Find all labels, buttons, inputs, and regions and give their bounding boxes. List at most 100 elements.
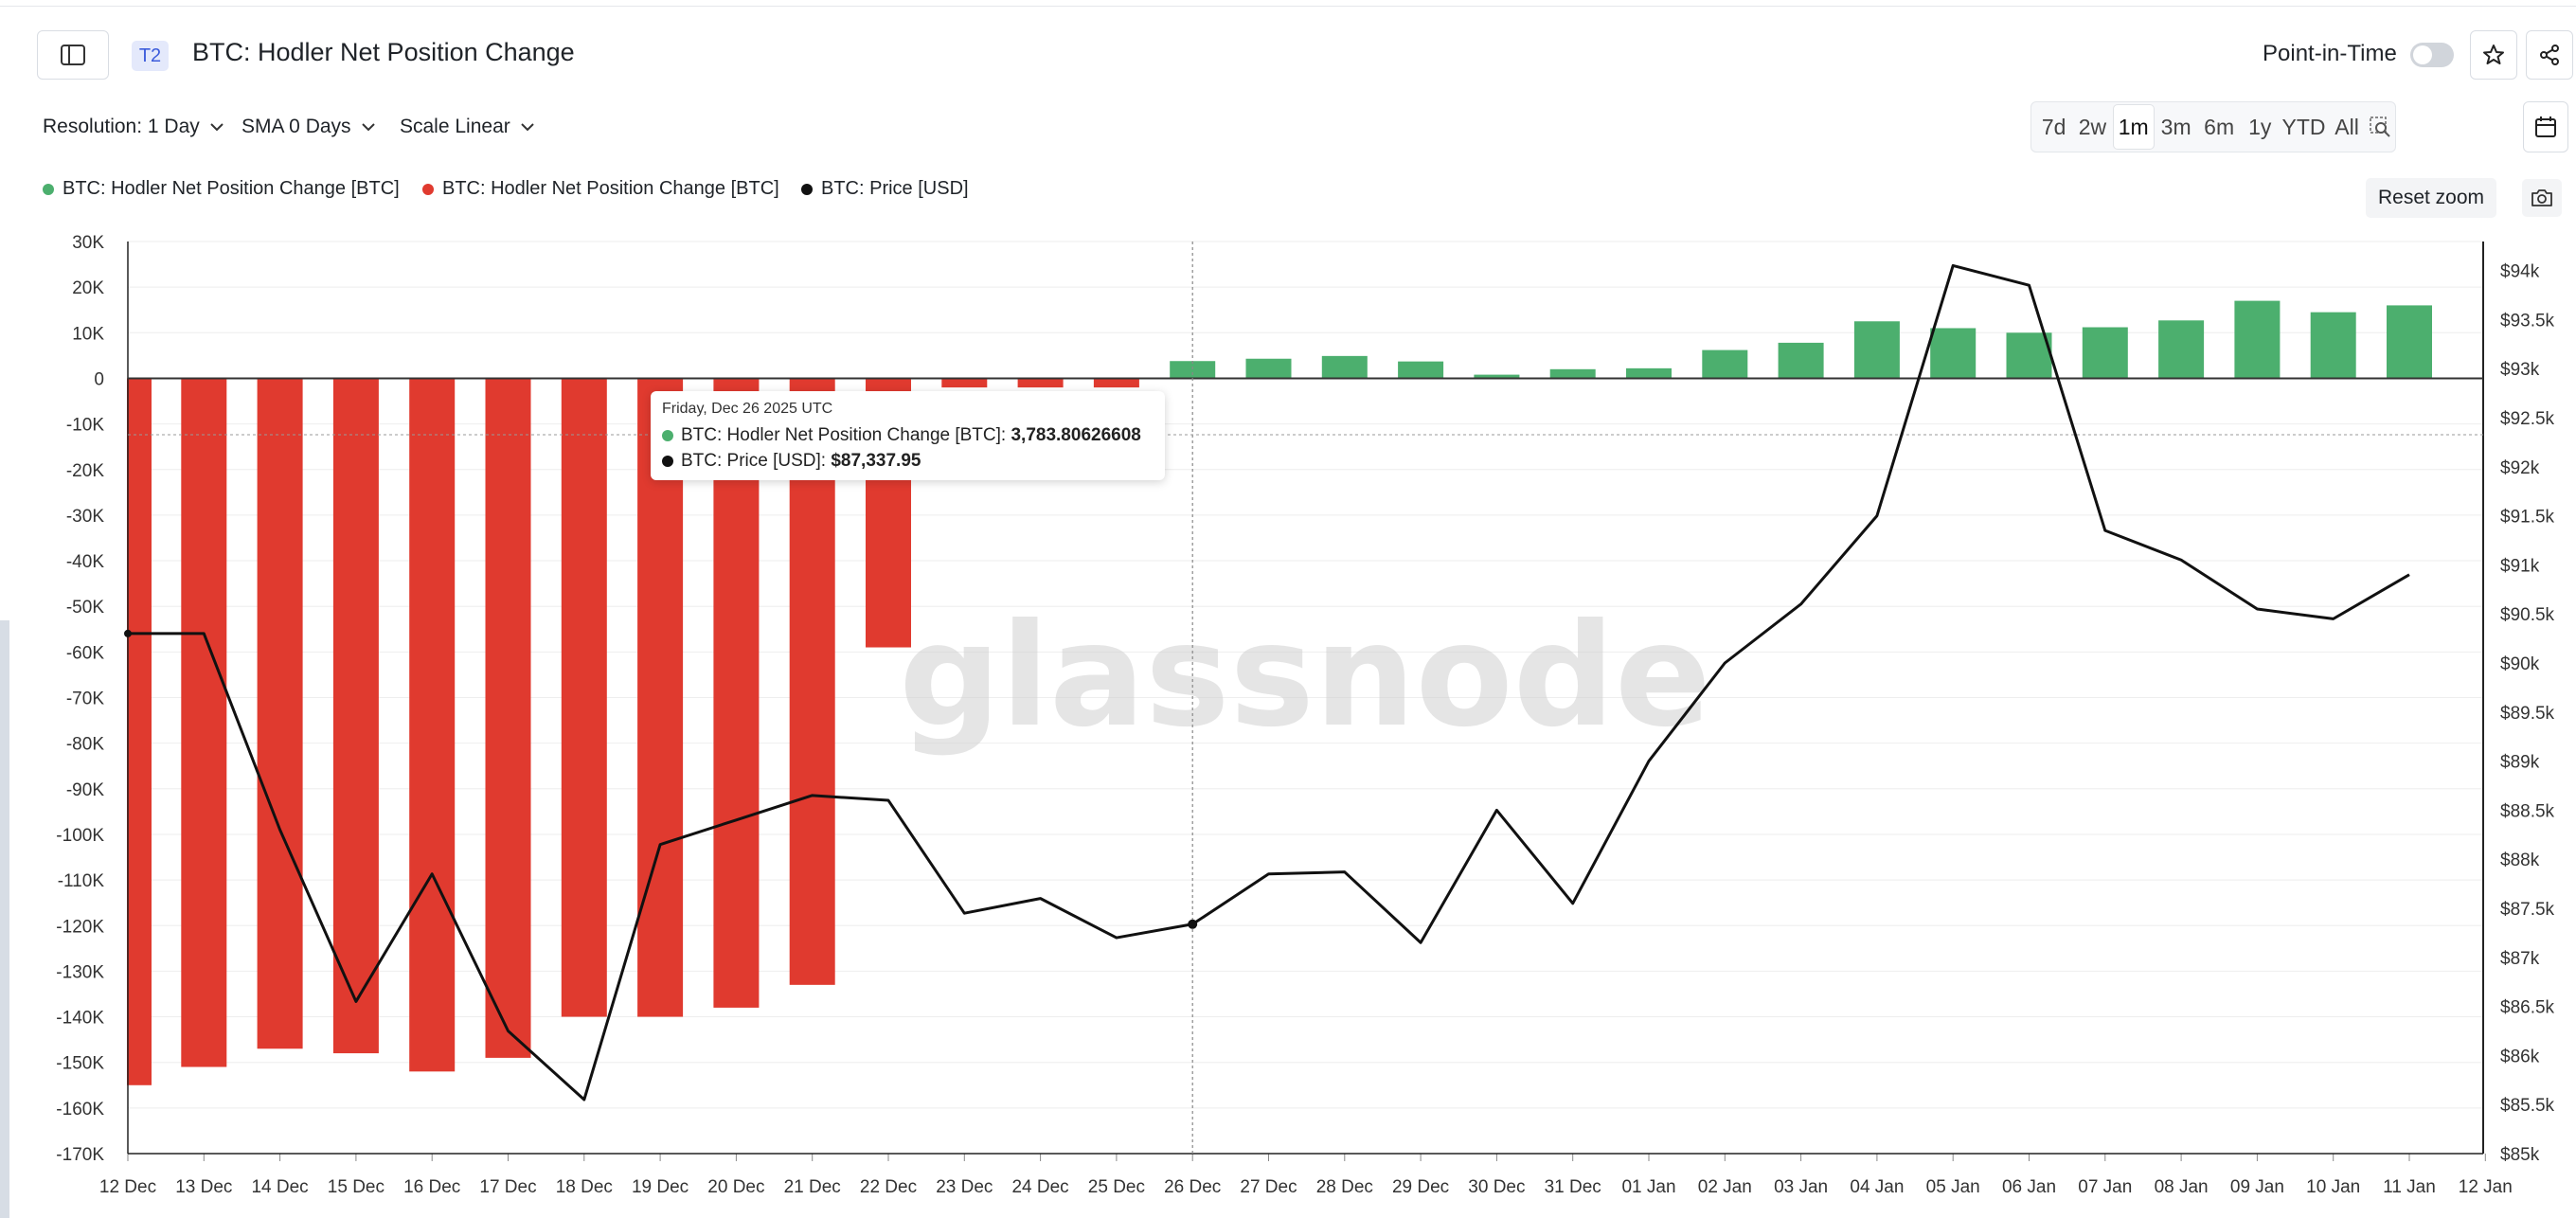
screenshot-button[interactable]	[2522, 179, 2562, 217]
zoom-select-button[interactable]	[2366, 105, 2395, 149]
right-tick-label: $92k	[2500, 458, 2540, 478]
camera-icon	[2531, 189, 2552, 206]
bar	[2158, 320, 2205, 379]
sidebar-toggle-button[interactable]	[37, 30, 109, 80]
right-tick-label: $85.5k	[2500, 1096, 2555, 1116]
right-tick-label: $93k	[2500, 360, 2540, 380]
tooltip-row1-value: 3,783.80626608	[1011, 425, 1141, 445]
x-tick-label: 26 Dec	[1164, 1177, 1221, 1197]
x-tick-label: 25 Dec	[1088, 1177, 1145, 1197]
chart-axes	[127, 242, 2486, 1161]
price-line-group	[124, 263, 2410, 1102]
sma-dropdown[interactable]: SMA 0 Days	[242, 116, 376, 138]
range-1y-button[interactable]: 1y	[2248, 114, 2272, 139]
x-tick-label: 19 Dec	[632, 1177, 689, 1197]
left-scrollbar[interactable]	[0, 620, 9, 1218]
legend-dot-black	[801, 183, 813, 195]
left-tick-label: 30K	[72, 233, 104, 253]
legend-item-negative[interactable]: BTC: Hodler Net Position Change [BTC]	[422, 178, 779, 200]
legend-item-price[interactable]: BTC: Price [USD]	[801, 178, 969, 200]
legend-item-positive[interactable]: BTC: Hodler Net Position Change [BTC]	[43, 178, 400, 200]
left-tick-label: -90K	[66, 780, 104, 800]
right-tick-label: $91k	[2500, 556, 2540, 576]
calendar-button[interactable]	[2523, 101, 2568, 152]
bar	[1778, 342, 1824, 379]
resolution-dropdown[interactable]: Resolution: 1 Day	[43, 116, 224, 138]
bar	[1549, 368, 1596, 379]
right-tick-label: $93.5k	[2500, 311, 2555, 331]
bar	[637, 378, 684, 1017]
left-tick-label: -150K	[56, 1054, 104, 1074]
chevron-down-icon	[521, 123, 534, 132]
range-6m-button[interactable]: 6m	[2204, 114, 2235, 139]
right-tick-label: $90k	[2500, 654, 2540, 674]
bar	[409, 378, 456, 1072]
bar	[257, 378, 303, 1049]
left-tick-label: -100K	[56, 826, 104, 846]
x-tick-label: 11 Jan	[2383, 1177, 2436, 1197]
x-tick-label: 23 Dec	[936, 1177, 993, 1197]
bar	[485, 378, 531, 1058]
scale-dropdown[interactable]: Scale Linear	[400, 116, 535, 138]
right-tick-label: $92.5k	[2500, 409, 2555, 429]
point-in-time-toggle[interactable]	[2410, 43, 2454, 67]
page-title: BTC: Hodler Net Position Change	[192, 38, 575, 66]
calendar-icon	[2535, 116, 2556, 137]
x-tick-label: 28 Dec	[1316, 1177, 1373, 1197]
left-tick-label: -110K	[58, 871, 105, 891]
x-tick-label: 02 Jan	[1698, 1177, 1752, 1197]
range-2w-button[interactable]: 2w	[2078, 114, 2107, 139]
x-tick-label: 17 Dec	[479, 1177, 536, 1197]
bar	[181, 378, 227, 1067]
left-tick-label: -20K	[66, 461, 104, 481]
x-tick-label: 14 Dec	[251, 1177, 308, 1197]
range-all-button[interactable]: All	[2334, 114, 2359, 139]
bar	[1626, 367, 1672, 379]
left-tick-label: -140K	[56, 1009, 104, 1029]
bar	[127, 378, 152, 1085]
left-tick-label: -70K	[66, 690, 104, 709]
range-3m-button[interactable]: 3m	[2160, 114, 2191, 139]
watermark: glassnode	[899, 594, 1711, 759]
range-ytd-button[interactable]: YTD	[2281, 114, 2326, 139]
reset-zoom-button[interactable]: Reset zoom	[2366, 178, 2496, 218]
x-tick-label: 24 Dec	[1011, 1177, 1068, 1197]
x-tick-label: 12 Dec	[99, 1177, 156, 1197]
bar	[713, 378, 760, 1008]
favorite-button[interactable]	[2470, 30, 2517, 80]
right-tick-label: $94k	[2500, 262, 2540, 282]
x-tick-label: 31 Dec	[1545, 1177, 1601, 1197]
right-tick-label: $89k	[2500, 753, 2540, 773]
chart-tooltip: Friday, Dec 26 2025 UTC BTC: Hodler Net …	[651, 391, 1165, 480]
bar	[941, 378, 988, 388]
bar	[1017, 378, 1064, 388]
time-range-selector: 7d 2w 1m 3m 6m 1y YTD All	[2030, 101, 2396, 152]
bar	[2006, 332, 2052, 379]
x-tick-label: 12 Jan	[2459, 1177, 2513, 1197]
x-tick-label: 07 Jan	[2078, 1177, 2132, 1197]
resolution-label: Resolution: 1 Day	[43, 116, 200, 137]
right-tick-label: $91.5k	[2500, 508, 2555, 528]
right-tick-label: $88.5k	[2500, 801, 2555, 821]
x-tick-label: 03 Jan	[1774, 1177, 1828, 1197]
share-button[interactable]	[2526, 30, 2573, 80]
tooltip-row1-label: BTC: Hodler Net Position Change [BTC]:	[681, 425, 1011, 445]
left-tick-label: -40K	[66, 552, 104, 572]
bar	[1474, 374, 1520, 379]
x-tick-label: 09 Jan	[2230, 1177, 2284, 1197]
range-1m-button[interactable]: 1m	[2112, 104, 2155, 150]
legend-label: BTC: Hodler Net Position Change [BTC]	[63, 178, 400, 199]
range-7d-button[interactable]: 7d	[2041, 114, 2066, 139]
bar	[1398, 361, 1444, 379]
bar	[1321, 355, 1368, 379]
left-tick-label: -130K	[56, 962, 104, 982]
star-icon	[2483, 45, 2504, 64]
legend-dot-red	[422, 183, 434, 195]
bar	[1245, 358, 1292, 379]
right-tick-label: $90.5k	[2500, 605, 2555, 625]
tooltip-row2-value: $87,337.95	[831, 451, 921, 471]
x-tick-label: 05 Jan	[1926, 1177, 1980, 1197]
bar	[1170, 361, 1216, 379]
right-tick-label: $87k	[2500, 949, 2540, 969]
chart-tick-labels: 30K 20K 10K 0 -10K -20K -30K -40K -50K -60K -70K -8…	[56, 233, 2554, 1197]
